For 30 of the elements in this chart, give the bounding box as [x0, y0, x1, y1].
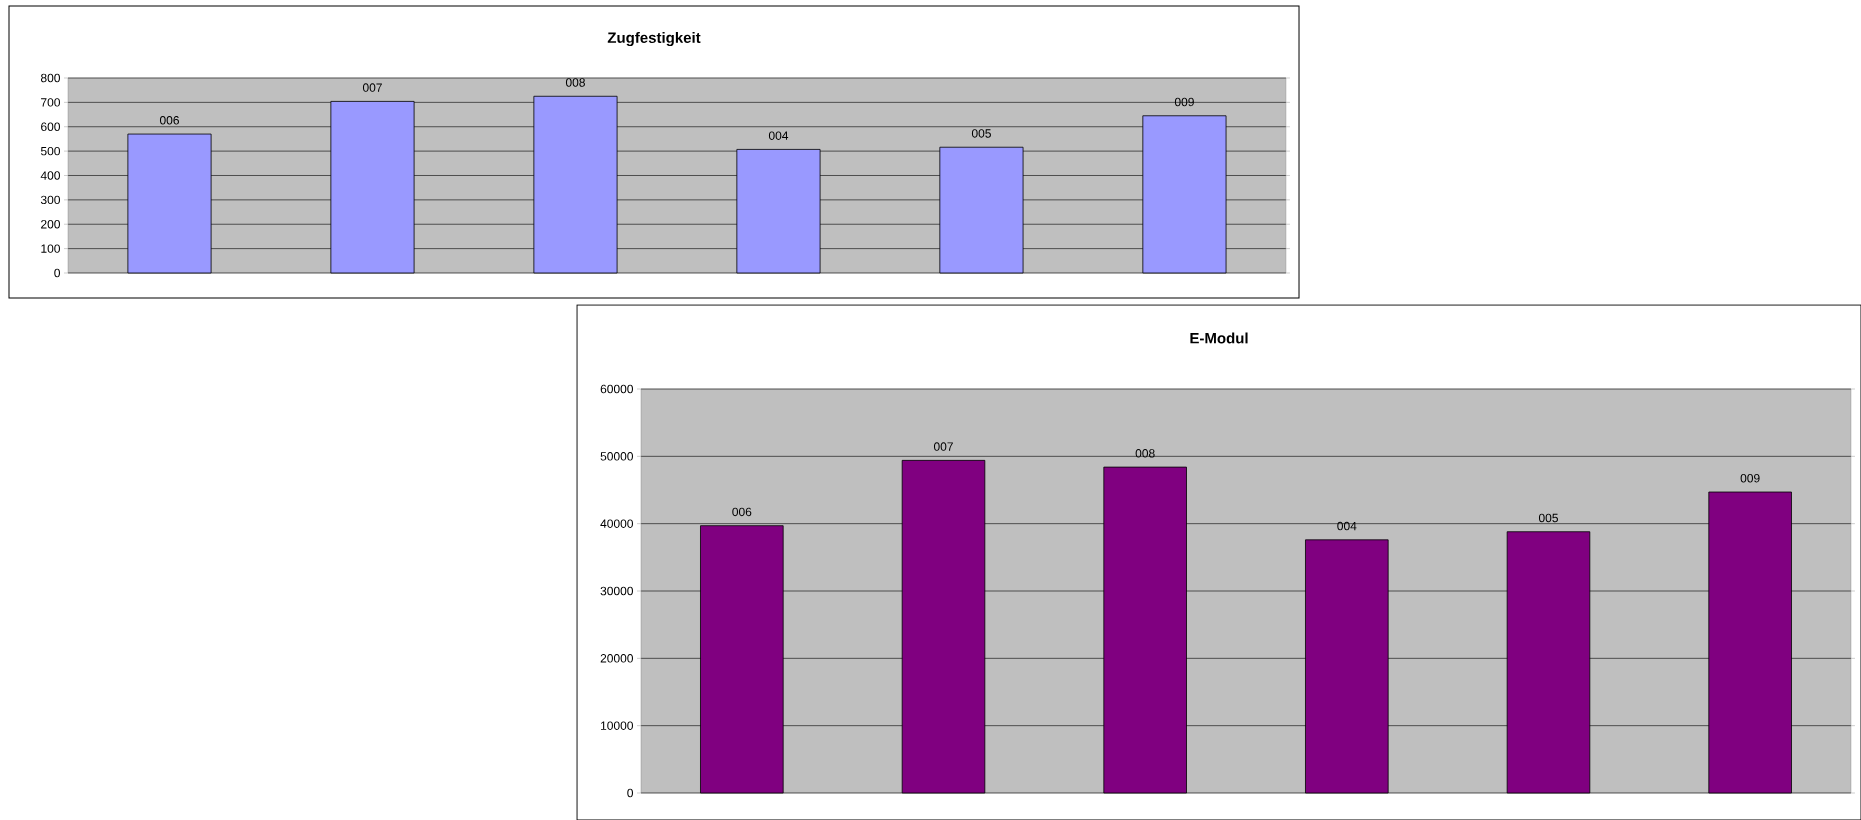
- y-tick-label: 50000: [600, 452, 633, 461]
- x-tick-label: 007: [933, 442, 953, 451]
- y-tick-label: 200: [41, 220, 60, 229]
- y-tick-label: 40000: [600, 519, 633, 528]
- y-tick-label: 60000: [600, 384, 633, 394]
- x-tick-label: 008: [565, 78, 585, 87]
- x-tick-label: 007: [362, 83, 382, 92]
- x-tick-label: 009: [1174, 97, 1194, 107]
- y-tick-label: 0: [54, 268, 61, 278]
- x-tick-label: 008: [1135, 449, 1155, 458]
- chart-title: E-Modul: [1190, 332, 1248, 344]
- x-tick-label: 009: [1740, 474, 1760, 483]
- y-tick-label: 100: [41, 244, 60, 253]
- x-tick-label: 005: [1538, 513, 1558, 523]
- y-tick-label: 0: [627, 788, 634, 798]
- y-tick-label: 600: [41, 122, 60, 131]
- y-tick-label: 30000: [600, 586, 633, 596]
- y-tick-label: 500: [40, 146, 60, 156]
- y-tick-label: 10000: [601, 721, 633, 730]
- y-tick-label: 20000: [600, 654, 633, 663]
- chart-title: Zugfestigkeit: [607, 31, 701, 47]
- x-tick-label: 004: [768, 131, 789, 140]
- x-tick-label: 006: [159, 116, 179, 125]
- y-tick-label: 800: [40, 73, 60, 83]
- x-tick-label: 005: [971, 129, 991, 138]
- x-tick-label: 006: [732, 507, 752, 517]
- y-tick-label: 300: [40, 195, 60, 205]
- x-tick-label: 004: [1337, 521, 1357, 531]
- y-tick-label: 400: [40, 171, 60, 180]
- y-tick-label: 700: [41, 98, 60, 107]
